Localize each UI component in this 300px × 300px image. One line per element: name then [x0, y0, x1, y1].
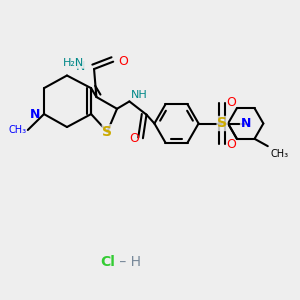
Text: O: O [130, 132, 140, 145]
Text: H: H [69, 58, 78, 68]
Text: O: O [226, 138, 236, 151]
Text: N: N [241, 117, 251, 130]
Text: N: N [76, 60, 86, 73]
Text: O: O [226, 96, 236, 110]
Text: – H: – H [115, 255, 141, 269]
Text: H₂N: H₂N [63, 58, 84, 68]
Text: S: S [217, 116, 227, 130]
Text: Cl: Cl [100, 255, 115, 269]
Text: O: O [118, 55, 128, 68]
Text: NH: NH [131, 90, 148, 100]
Text: CH₃: CH₃ [8, 125, 26, 135]
Text: S: S [102, 125, 112, 139]
Text: CH₃: CH₃ [270, 148, 288, 158]
Text: N: N [30, 108, 40, 121]
